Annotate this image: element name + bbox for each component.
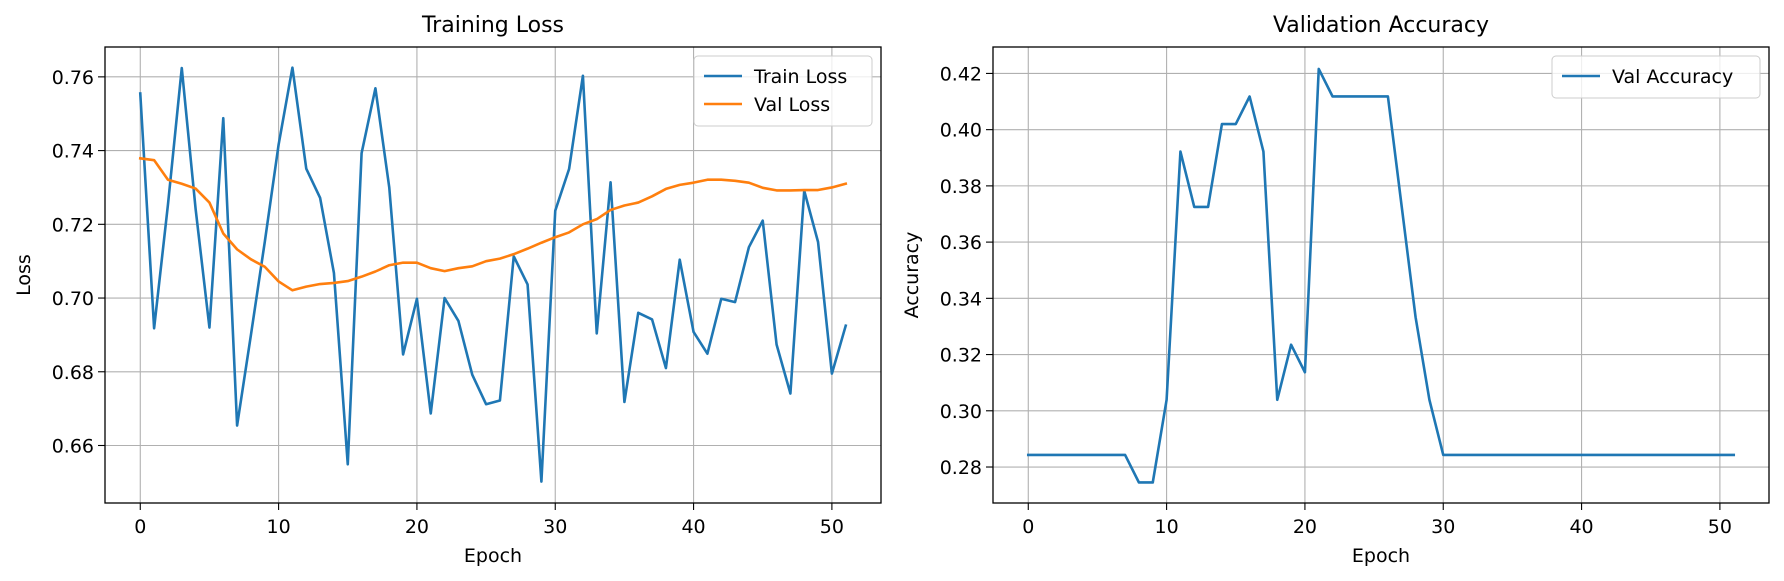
- validation-accuracy-y-tick-label: 0.32: [940, 345, 982, 367]
- validation-accuracy-legend-box: [1551, 55, 1761, 99]
- validation-accuracy-x-tick-label: 50: [1708, 516, 1732, 538]
- validation-accuracy-x-axis-label: Epoch: [1352, 545, 1410, 567]
- training-loss-y-tick-label: 0.66: [52, 435, 94, 457]
- training-loss-x-tick-label: 10: [267, 516, 291, 538]
- training-loss-y-tick-label: 0.74: [52, 141, 94, 163]
- validation-accuracy-legend-label-val-accuracy: Val Accuracy: [1612, 66, 1733, 88]
- training-loss-y-tick-label: 0.76: [52, 67, 94, 89]
- training-loss-y-axis-label: Loss: [13, 254, 35, 296]
- validation-accuracy-y-tick-label: 0.30: [940, 401, 982, 423]
- validation-accuracy-ticks: 0 10 20 30 40 50 0.28 0.30 0.32 0.34 0.36 0.38 0.40 0…: [940, 63, 1732, 538]
- validation-accuracy-y-tick-label: 0.42: [940, 63, 982, 85]
- training-loss-legend-label-val-loss: Val Loss: [754, 94, 830, 116]
- validation-accuracy-y-tick-label: 0.38: [940, 176, 982, 198]
- validation-accuracy-plot-frame: [992, 46, 1770, 504]
- training-loss-ticks: 0 10 20 30 40 50 0.66 0.68 0.70 0.72 0.74 0.76: [52, 67, 844, 538]
- training-loss-y-tick-label: 0.70: [52, 288, 94, 310]
- validation-accuracy-series-val-accuracy-line: [1026, 67, 1736, 484]
- training-loss-series-group: [138, 66, 848, 483]
- validation-accuracy-y-tick-label: 0.28: [940, 457, 982, 479]
- training-loss-x-tick-label: 50: [820, 516, 844, 538]
- training-loss-plot-frame: [104, 46, 882, 504]
- validation-accuracy-y-tick-label: 0.40: [940, 120, 982, 142]
- validation-accuracy-x-tick-label: 0: [1022, 516, 1034, 538]
- validation-accuracy-grid: [993, 47, 1769, 503]
- validation-accuracy-y-axis-label: Accuracy: [901, 232, 923, 319]
- validation-accuracy-x-tick-label: 30: [1431, 516, 1455, 538]
- training-loss-series-train-loss-line: [138, 66, 848, 483]
- validation-accuracy-x-tick-label: 10: [1155, 516, 1179, 538]
- validation-accuracy-series-group: [1026, 67, 1736, 484]
- training-loss-title: Training Loss: [421, 13, 564, 38]
- training-loss-legend-label-train-loss: Train Loss: [753, 66, 847, 88]
- training-loss-x-tick-label: 0: [134, 516, 146, 538]
- training-loss-x-axis-label: Epoch: [464, 545, 522, 567]
- validation-accuracy-y-tick-label: 0.34: [940, 288, 982, 310]
- training-loss-chart: 0 10 20 30 40 50 0.66 0.68 0.70 0.72 0.74 0.76 Trai…: [13, 13, 882, 567]
- validation-accuracy-legend: Val Accuracy: [1551, 55, 1761, 99]
- training-loss-series-val-loss-line: [138, 156, 848, 292]
- validation-accuracy-x-tick-label: 40: [1569, 516, 1593, 538]
- training-loss-y-tick-label: 0.68: [52, 362, 94, 384]
- training-loss-y-tick-label: 0.72: [52, 214, 94, 236]
- validation-accuracy-title: Validation Accuracy: [1273, 13, 1489, 38]
- validation-accuracy-x-tick-label: 20: [1293, 516, 1317, 538]
- validation-accuracy-y-tick-label: 0.36: [940, 232, 982, 254]
- training-loss-x-tick-label: 20: [405, 516, 429, 538]
- training-loss-x-tick-label: 30: [543, 516, 567, 538]
- training-loss-legend: Train Loss Val Loss: [693, 55, 873, 127]
- validation-accuracy-chart: 0 10 20 30 40 50 0.28 0.30 0.32 0.34 0.36 0.38 0.40 0…: [901, 13, 1770, 567]
- training-loss-legend-box: [693, 55, 873, 127]
- training-loss-x-tick-label: 40: [681, 516, 705, 538]
